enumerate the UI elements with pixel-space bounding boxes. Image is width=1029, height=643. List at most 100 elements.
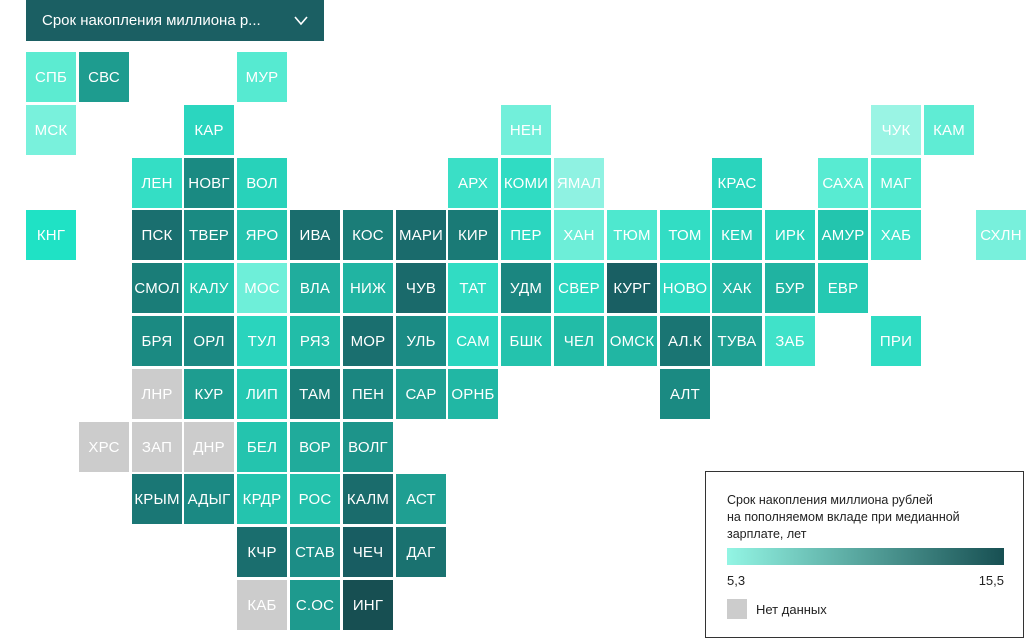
region-tile[interactable]: ОРЛ xyxy=(184,316,234,366)
region-tile[interactable]: ЛИП xyxy=(237,369,287,419)
legend-gradient-bar xyxy=(727,548,1004,565)
region-tile[interactable]: СТАВ xyxy=(290,527,340,577)
region-tile[interactable]: ОРНБ xyxy=(448,369,498,419)
region-tile[interactable]: СМОЛ xyxy=(132,263,182,313)
region-tile[interactable]: КЧР xyxy=(237,527,287,577)
region-tile[interactable]: НОВГ xyxy=(184,158,234,208)
region-tile[interactable]: ПЕН xyxy=(343,369,393,419)
region-tile[interactable]: КАЛМ xyxy=(343,474,393,524)
no-data-swatch xyxy=(727,599,747,619)
legend-min-value: 5,3 xyxy=(727,573,746,588)
region-tile[interactable]: КИР xyxy=(448,210,498,260)
region-tile[interactable]: РЯЗ xyxy=(290,316,340,366)
region-tile[interactable]: АЛТ xyxy=(660,369,710,419)
region-tile[interactable]: ТВЕР xyxy=(184,210,234,260)
region-tile[interactable]: ХАК xyxy=(712,263,762,313)
region-tile[interactable]: ОМСК xyxy=(607,316,657,366)
no-data-label: Нет данных xyxy=(756,602,827,617)
region-tile[interactable]: ПЕР xyxy=(501,210,551,260)
region-tile[interactable]: КРАС xyxy=(712,158,762,208)
region-tile[interactable]: ЗАБ xyxy=(765,316,815,366)
region-tile[interactable]: АСТ xyxy=(396,474,446,524)
region-tile[interactable]: ЯМАЛ xyxy=(554,158,604,208)
indicator-dropdown-label: Срок накопления миллиона р... xyxy=(42,12,261,29)
region-tile[interactable]: ТУЛ xyxy=(237,316,287,366)
region-tile[interactable]: СХЛН xyxy=(976,210,1026,260)
region-tile[interactable]: МАГ xyxy=(871,158,921,208)
region-tile[interactable]: ЧЕЛ xyxy=(554,316,604,366)
region-tile[interactable]: АМУР xyxy=(818,210,868,260)
region-tile[interactable]: МОС xyxy=(237,263,287,313)
region-tile[interactable]: КУРГ xyxy=(607,263,657,313)
region-tile[interactable]: МСК xyxy=(26,105,76,155)
region-tile[interactable]: ДНР xyxy=(184,422,234,472)
region-tile[interactable]: МОР xyxy=(343,316,393,366)
region-tile[interactable]: ВОЛГ xyxy=(343,422,393,472)
region-tile[interactable]: ЛНР xyxy=(132,369,182,419)
region-tile[interactable]: САР xyxy=(396,369,446,419)
region-tile[interactable]: КАЛУ xyxy=(184,263,234,313)
region-tile[interactable]: ВЛА xyxy=(290,263,340,313)
region-tile[interactable]: КРЫМ xyxy=(132,474,182,524)
region-tile[interactable]: ХАБ xyxy=(871,210,921,260)
region-tile[interactable]: ЧУК xyxy=(871,105,921,155)
region-tile[interactable]: ВОР xyxy=(290,422,340,472)
region-tile[interactable]: АРХ xyxy=(448,158,498,208)
region-tile[interactable]: КНГ xyxy=(26,210,76,260)
legend-title: Срок накопления миллиона рублей на попол… xyxy=(727,492,1012,543)
region-tile[interactable]: САМ xyxy=(448,316,498,366)
region-tile[interactable]: СПБ xyxy=(26,52,76,102)
region-tile[interactable]: ЯРО xyxy=(237,210,287,260)
region-tile[interactable]: ВОЛ xyxy=(237,158,287,208)
region-tile[interactable]: СВЕР xyxy=(554,263,604,313)
region-tile[interactable]: ЗАП xyxy=(132,422,182,472)
region-tile[interactable]: КОМИ xyxy=(501,158,551,208)
region-tile[interactable]: ТОМ xyxy=(660,210,710,260)
region-tile[interactable]: ПРИ xyxy=(871,316,921,366)
region-tile[interactable]: ИРК xyxy=(765,210,815,260)
region-tile[interactable]: НОВО xyxy=(660,263,710,313)
region-tile[interactable]: БЕЛ xyxy=(237,422,287,472)
region-tile[interactable]: РОС xyxy=(290,474,340,524)
legend-title-line: зарплате, лет xyxy=(727,527,807,541)
region-tile[interactable]: ХАН xyxy=(554,210,604,260)
region-tile[interactable]: САХА xyxy=(818,158,868,208)
region-tile[interactable]: КРДР xyxy=(237,474,287,524)
region-tile[interactable]: КЕМ xyxy=(712,210,762,260)
region-tile[interactable]: ЕВР xyxy=(818,263,868,313)
region-tile[interactable]: НЕН xyxy=(501,105,551,155)
region-tile[interactable]: ТУВА xyxy=(712,316,762,366)
region-tile[interactable]: МУР xyxy=(237,52,287,102)
region-tile[interactable]: ПСК xyxy=(132,210,182,260)
region-tile[interactable]: КАР xyxy=(184,105,234,155)
region-tile[interactable]: БШК xyxy=(501,316,551,366)
region-tile[interactable]: ЧЕЧ xyxy=(343,527,393,577)
region-tile[interactable]: МАРИ xyxy=(396,210,446,260)
indicator-dropdown[interactable]: Срок накопления миллиона р... xyxy=(26,0,324,41)
region-tile[interactable]: ИВА xyxy=(290,210,340,260)
region-tile[interactable]: КУР xyxy=(184,369,234,419)
region-tile[interactable]: ХРС xyxy=(79,422,129,472)
region-tile[interactable]: ТЮМ xyxy=(607,210,657,260)
region-tile[interactable]: ДАГ xyxy=(396,527,446,577)
region-tile[interactable]: ЧУВ xyxy=(396,263,446,313)
region-tile[interactable]: СВС xyxy=(79,52,129,102)
region-tile[interactable]: НИЖ xyxy=(343,263,393,313)
region-tile[interactable]: КОС xyxy=(343,210,393,260)
region-tile[interactable]: БРЯ xyxy=(132,316,182,366)
region-tile[interactable]: ЛЕН xyxy=(132,158,182,208)
region-tile[interactable]: ИНГ xyxy=(343,580,393,630)
legend-title-line: Срок накопления миллиона рублей xyxy=(727,493,933,507)
region-tile[interactable]: ТАМ xyxy=(290,369,340,419)
region-tile[interactable]: БУР xyxy=(765,263,815,313)
region-tile[interactable]: УЛЬ xyxy=(396,316,446,366)
region-tile[interactable]: КАМ xyxy=(924,105,974,155)
region-tile[interactable]: АЛ.К xyxy=(660,316,710,366)
region-tile[interactable]: КАБ xyxy=(237,580,287,630)
legend-max-value: 15,5 xyxy=(978,573,1004,588)
region-tile[interactable]: АДЫГ xyxy=(184,474,234,524)
region-tile[interactable]: С.ОС xyxy=(290,580,340,630)
region-tile[interactable]: ТАТ xyxy=(448,263,498,313)
region-tile[interactable]: УДМ xyxy=(501,263,551,313)
